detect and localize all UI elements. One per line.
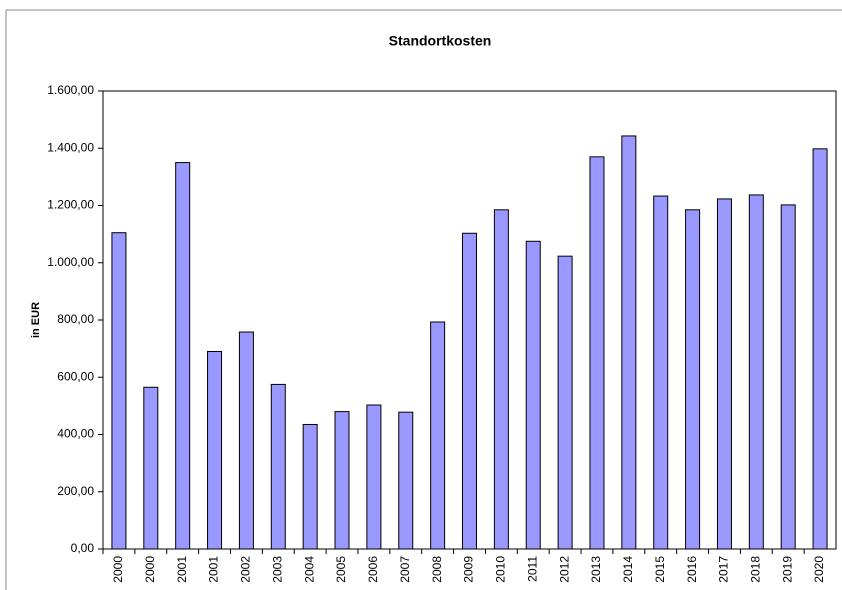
bar bbox=[143, 386, 159, 550]
x-tick-label: 2001 bbox=[175, 556, 189, 583]
x-tick-label: 2001 bbox=[207, 556, 221, 583]
bar bbox=[812, 148, 828, 550]
x-tick-label: 2009 bbox=[462, 556, 476, 583]
x-tick-label: 2003 bbox=[270, 556, 284, 583]
y-tick-label: 800,00 bbox=[57, 312, 94, 326]
x-tick-label: 2007 bbox=[398, 556, 412, 583]
x-tick-label: 2019 bbox=[780, 556, 794, 583]
bar bbox=[780, 204, 796, 550]
bar bbox=[589, 156, 605, 550]
bar bbox=[398, 411, 414, 550]
bar bbox=[302, 423, 318, 550]
y-axis-label: in EUR bbox=[30, 302, 42, 338]
y-tick-label: 200,00 bbox=[57, 484, 94, 498]
x-tick-label: 2012 bbox=[557, 556, 571, 583]
y-tick-label: 1.200,00 bbox=[47, 198, 94, 212]
y-tick-label: 1.000,00 bbox=[47, 255, 94, 269]
bar bbox=[685, 209, 701, 550]
bar bbox=[716, 198, 732, 550]
x-tick-label: 2017 bbox=[717, 556, 731, 583]
y-tick-label: 1.400,00 bbox=[47, 140, 94, 154]
bar bbox=[111, 232, 127, 550]
bar bbox=[653, 195, 669, 550]
bar bbox=[270, 383, 286, 550]
y-tick-label: 400,00 bbox=[57, 427, 94, 441]
x-tick-label: 2005 bbox=[334, 556, 348, 583]
x-tick-label: 2000 bbox=[111, 556, 125, 583]
bar bbox=[493, 209, 509, 550]
x-tick-label: 2008 bbox=[430, 556, 444, 583]
bar bbox=[621, 135, 637, 550]
bar bbox=[525, 240, 541, 550]
bar bbox=[557, 255, 573, 550]
bar bbox=[334, 411, 350, 550]
y-tick-label: 1.600,00 bbox=[47, 83, 94, 97]
y-tick-label: 600,00 bbox=[57, 369, 94, 383]
x-tick-label: 2004 bbox=[302, 556, 316, 583]
x-tick-label: 2014 bbox=[621, 556, 635, 583]
x-tick-label: 2018 bbox=[748, 556, 762, 583]
x-tick-label: 2000 bbox=[143, 556, 157, 583]
y-tick-label: 0,00 bbox=[71, 541, 95, 555]
bar bbox=[430, 321, 446, 550]
x-tick-label: 2002 bbox=[239, 556, 253, 583]
x-tick-label: 2020 bbox=[812, 556, 826, 583]
bar bbox=[207, 350, 223, 550]
x-tick-label: 2011 bbox=[525, 556, 539, 582]
bar bbox=[462, 232, 477, 550]
x-tick-label: 2006 bbox=[366, 556, 380, 583]
x-tick-label: 2013 bbox=[589, 556, 603, 583]
bar bbox=[175, 162, 191, 550]
x-tick-label: 2010 bbox=[494, 556, 508, 583]
x-tick-label: 2015 bbox=[653, 556, 667, 583]
bar bbox=[748, 194, 764, 550]
bar bbox=[366, 404, 382, 550]
bar bbox=[238, 331, 254, 550]
chart-title: Standortkosten bbox=[389, 33, 492, 49]
x-tick-label: 2016 bbox=[685, 556, 699, 583]
